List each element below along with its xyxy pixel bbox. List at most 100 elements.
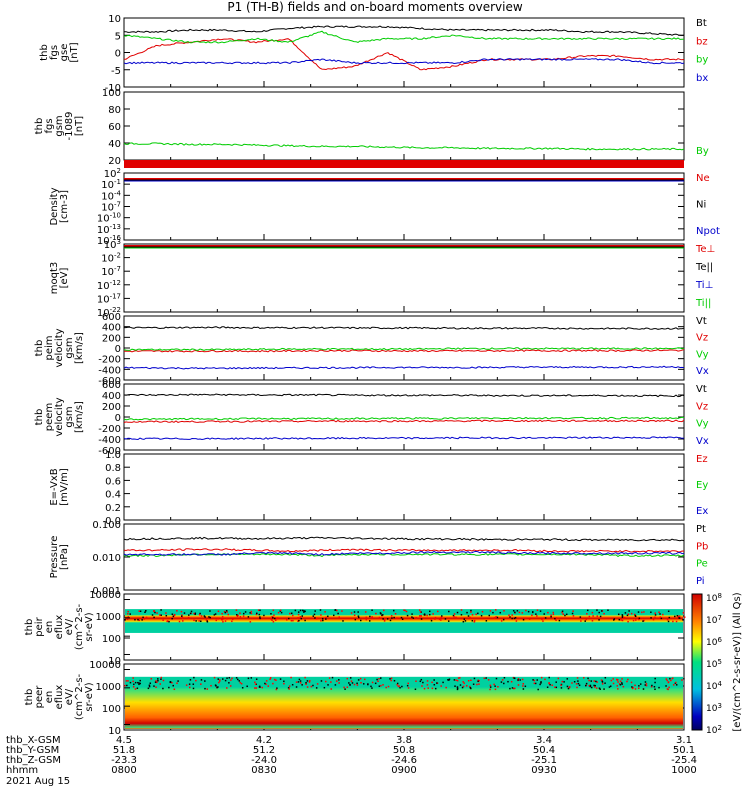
spectrogram-speck: [547, 611, 549, 614]
spectrogram-speck: [259, 609, 261, 612]
spectrogram-speck: [134, 681, 137, 684]
legend-Ne: Ne: [696, 173, 710, 184]
spectrogram-speck: [129, 613, 131, 615]
spectrogram-speck: [436, 682, 438, 684]
spectrogram-speck: [672, 684, 675, 686]
y-tick-label: 600: [102, 380, 121, 391]
y-axis-label: en: [44, 691, 55, 704]
spectrogram-speck: [643, 611, 645, 613]
spectrogram-speck: [314, 617, 316, 619]
spectrogram-speck: [617, 681, 619, 683]
y-tick-label: -200: [98, 355, 121, 366]
spectrogram-speck: [678, 617, 680, 619]
spectrogram-speck: [467, 679, 470, 682]
spectrogram-speck: [485, 677, 487, 679]
spectrogram-speck: [193, 676, 195, 679]
spectrogram-speck: [125, 680, 128, 682]
spectrogram-speck: [217, 610, 220, 613]
spectrogram-speck: [397, 685, 400, 688]
spectrogram-speck: [433, 683, 436, 686]
y-tick-label: 0: [115, 344, 121, 355]
spectrogram-speck: [272, 617, 274, 619]
spectrogram-speck: [623, 616, 626, 619]
spectrogram-speck: [510, 680, 513, 683]
spectrogram-speck: [141, 619, 143, 621]
spectrogram-speck: [246, 685, 248, 688]
spectrogram-speck: [456, 679, 459, 682]
y-axis-label: [cm-3]: [59, 190, 70, 223]
spectrogram-speck: [566, 685, 569, 688]
spectrogram-speck: [126, 618, 129, 620]
spectrogram-speck: [654, 612, 657, 614]
spectrogram-speck: [199, 612, 201, 615]
spectrogram-speck: [276, 687, 278, 689]
spectrogram-speck: [332, 614, 335, 617]
spectrogram-speck: [681, 679, 683, 681]
spectrogram-speck: [480, 614, 483, 617]
page-title: P1 (TH-B) fields and on-board moments ov…: [227, 0, 523, 14]
y-axis-label: gsm: [64, 337, 75, 358]
spectrogram-speck: [171, 613, 174, 615]
legend-Vy: Vy: [696, 419, 709, 430]
spectrogram-speck: [609, 685, 612, 687]
spectrogram-speck: [492, 611, 494, 614]
spectrogram-speck: [463, 682, 465, 684]
x-row-value: -24.6: [391, 755, 417, 766]
y-tick-label: 10-10: [97, 212, 121, 225]
spectrogram-speck: [159, 683, 161, 685]
y-tick-label: 0.2: [105, 503, 121, 514]
spectrogram-speck: [442, 681, 444, 684]
spectrogram-speck: [244, 611, 247, 613]
panel-frame: [123, 523, 685, 591]
spectrogram-speck: [258, 613, 261, 616]
spectrogram-speck: [586, 609, 589, 612]
y-axis-label: thb: [34, 118, 45, 135]
spectrogram-speck: [621, 616, 624, 618]
spectrogram-speck: [668, 686, 670, 689]
spectrogram-speck: [454, 685, 456, 687]
legend-Vz: Vz: [696, 333, 708, 344]
spectrogram-speck: [279, 609, 282, 612]
spectrogram-speck: [200, 679, 203, 681]
spectrogram-speck: [147, 687, 150, 690]
spectrogram-speck: [541, 618, 543, 621]
spectrogram-speck: [188, 614, 190, 616]
y-tick-label: 1000: [96, 612, 121, 623]
spectrogram-speck: [275, 679, 277, 681]
spectrogram-speck: [540, 681, 542, 683]
spectrogram-speck: [532, 679, 534, 681]
spectrogram-speck: [171, 617, 173, 620]
legend-Bt: Bt: [696, 18, 707, 29]
spectrogram-speck: [654, 677, 656, 680]
y-axis-label: gse: [59, 44, 70, 62]
spectrogram-speck: [235, 677, 238, 679]
spectrogram-speck: [300, 617, 303, 620]
spectrogram-speck: [250, 610, 253, 613]
spectrogram-speck: [189, 612, 192, 615]
spectrogram-speck: [561, 610, 564, 613]
spectrogram-speck: [560, 684, 562, 687]
spectrogram-speck: [227, 613, 230, 616]
panel-0: [123, 17, 685, 88]
panel-frame: [123, 243, 685, 313]
spectrogram-speck: [168, 686, 170, 689]
spectrogram-speck: [420, 615, 422, 617]
spectrogram-speck: [593, 680, 596, 682]
spectrogram-speck: [567, 687, 570, 690]
spectrogram-speck: [638, 617, 641, 620]
panel-8: [123, 593, 686, 661]
spectrogram-speck: [645, 684, 648, 687]
legend-Pb: Pb: [696, 541, 708, 552]
spectrogram-speck: [511, 617, 513, 620]
spectrogram-speck: [292, 619, 294, 622]
spectrogram-speck: [255, 678, 258, 680]
x-row-value: -25.1: [531, 755, 557, 766]
spectrogram-speck: [557, 677, 560, 680]
y-axis-label: [nT]: [74, 116, 85, 136]
spectrogram-speck: [216, 686, 218, 689]
spectrogram-speck: [665, 678, 668, 680]
spectrogram-speck: [577, 682, 580, 685]
colorbar-tick-label: 106: [706, 636, 722, 648]
y-tick-label: 100: [102, 88, 121, 99]
spectrogram-speck: [356, 682, 358, 685]
